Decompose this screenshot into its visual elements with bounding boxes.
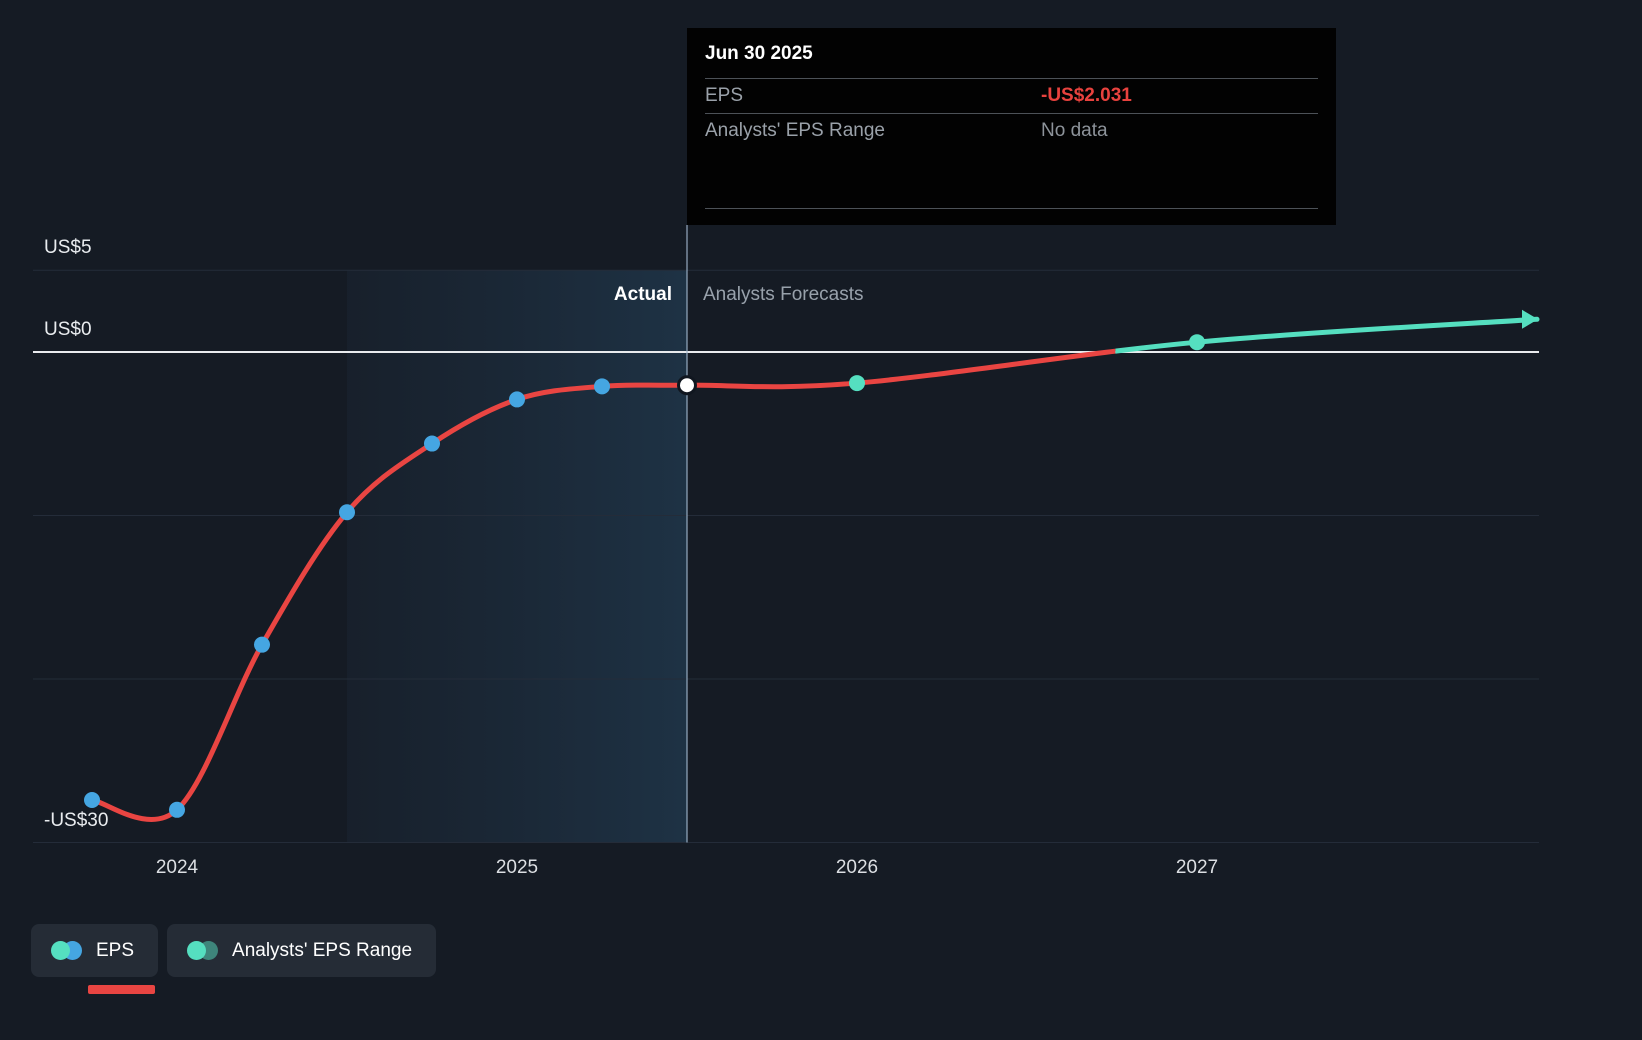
tooltip-row-range: Analysts' EPS Range No data bbox=[705, 113, 1318, 148]
tooltip: Jun 30 2025 EPS -US$2.031 Analysts' EPS … bbox=[687, 28, 1336, 225]
y-axis-label-0: US$0 bbox=[44, 319, 92, 340]
highlight-band bbox=[347, 270, 687, 843]
y-axis-label-5: US$5 bbox=[44, 237, 92, 258]
tooltip-eps-value: -US$2.031 bbox=[1041, 85, 1132, 106]
tooltip-range-label: Analysts' EPS Range bbox=[705, 120, 885, 141]
eps-line-forecast bbox=[1115, 316, 1540, 354]
data-point-forecast[interactable] bbox=[1189, 334, 1205, 351]
forecasts-label: Analysts Forecasts bbox=[703, 284, 864, 305]
tooltip-range-value: No data bbox=[1041, 120, 1108, 141]
data-point-actual[interactable] bbox=[509, 391, 525, 408]
data-point-actual[interactable] bbox=[254, 636, 270, 653]
tooltip-row-eps: EPS -US$2.031 bbox=[705, 78, 1318, 113]
teal-dot-icon bbox=[187, 941, 207, 960]
eps-legend-icon bbox=[51, 941, 82, 960]
x-axis-label-2026: 2026 bbox=[835, 857, 879, 878]
x-axis-label-2024: 2024 bbox=[155, 857, 199, 878]
eps-range-legend-icon bbox=[187, 941, 219, 960]
tooltip-date: Jun 30 2025 bbox=[705, 43, 813, 64]
legend-eps-range-button[interactable]: Analysts' EPS Range bbox=[167, 924, 437, 977]
teal-dot-icon bbox=[51, 941, 70, 960]
x-axis-label-2027: 2027 bbox=[1175, 857, 1219, 878]
legend-eps-label: EPS bbox=[96, 939, 135, 961]
data-point-actual[interactable] bbox=[339, 504, 355, 521]
tooltip-eps-label: EPS bbox=[705, 85, 744, 106]
legend-eps-range-label: Analysts' EPS Range bbox=[232, 939, 413, 961]
forecast-arrow-icon bbox=[1522, 309, 1538, 329]
legend-eps-button[interactable]: EPS bbox=[31, 924, 159, 977]
data-point-actual[interactable] bbox=[424, 435, 440, 452]
eps-line-actual bbox=[89, 348, 1116, 822]
legend: EPS Analysts' EPS Range bbox=[31, 924, 437, 977]
red-accent-bar bbox=[88, 985, 155, 994]
y-axis-label-neg30: -US$30 bbox=[44, 810, 109, 831]
data-point-current[interactable] bbox=[677, 375, 697, 396]
actual-label: Actual bbox=[613, 284, 672, 305]
data-point-actual[interactable] bbox=[169, 801, 185, 818]
tooltip-divider-line bbox=[705, 208, 1318, 209]
data-point-forecast[interactable] bbox=[849, 375, 865, 392]
x-axis-label-2025: 2025 bbox=[495, 857, 539, 878]
data-point-actual[interactable] bbox=[84, 791, 100, 808]
data-point-actual[interactable] bbox=[594, 378, 610, 395]
